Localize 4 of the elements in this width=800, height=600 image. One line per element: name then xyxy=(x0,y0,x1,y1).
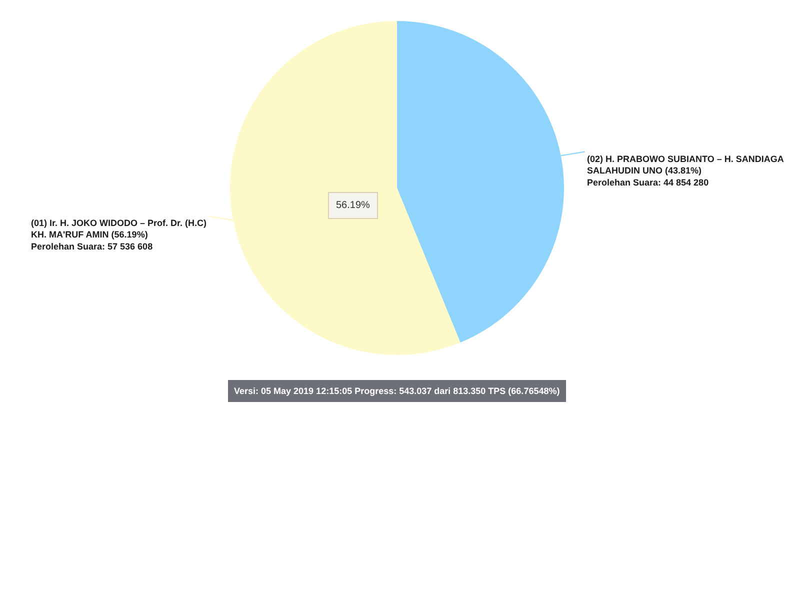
slice-label: (01) Ir. H. JOKO WIDODO – Prof. Dr. (H.C) KH. MA'RUF AMIN (56.19%) Perolehan Suara: 57 536 608 xyxy=(31,218,207,252)
text: Versi: 05 May 2019 12:15:05 Progress: 543.037 dari 813.350 TPS (66.76548%) xyxy=(234,386,560,396)
slice-label: (02) H. PRABOWO SUBIANTO – H. SANDIAGA SALAHUDIN UNO (43.81%) Perolehan Suara: 44 854 280 xyxy=(587,154,784,188)
text: 56.19% xyxy=(336,200,370,211)
